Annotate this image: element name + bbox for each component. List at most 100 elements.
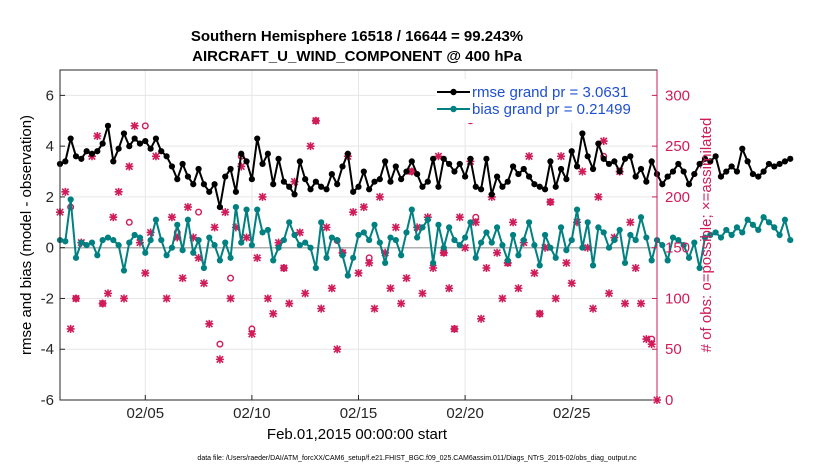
bias-point (765, 219, 773, 226)
bias-line (59, 198, 792, 277)
plot-area (56, 69, 794, 404)
rmse-point (515, 170, 522, 178)
bias-point (669, 234, 677, 241)
rmse-point (376, 176, 383, 183)
obs-assimilated-point (498, 294, 507, 303)
left-y-tick-label: 0 (46, 240, 54, 257)
bias-point (467, 219, 474, 226)
bias-point (547, 244, 554, 251)
chart-title-line1: Southern Hemisphere 16518 / 16644 = 99.2… (191, 28, 523, 45)
chart-title-line2: AIRCRAFT_U_WIND_COMPONENT @ 400 hPa (192, 48, 522, 65)
rmse-point (675, 160, 682, 168)
rmse-point (302, 176, 309, 183)
rmse-point (691, 170, 698, 178)
obs-assimilated-point (210, 223, 219, 232)
rmse-point (419, 183, 426, 190)
obs-assimilated-point (567, 279, 576, 288)
rmse-point (163, 153, 170, 160)
obs-assimilated-point (637, 299, 646, 308)
bias-point (499, 242, 506, 249)
left-y-tick-label: 2 (46, 189, 54, 206)
bias-point (280, 236, 287, 244)
obs-assimilated-point (98, 299, 107, 308)
rmse-point (547, 158, 554, 165)
rmse-point (387, 178, 394, 185)
rmse-point (664, 173, 671, 180)
obs-assimilated-point (114, 187, 123, 196)
x-tick-label: 02/10 (233, 405, 271, 422)
rmse-point (477, 186, 485, 193)
rmse-point (104, 122, 112, 129)
bias-point (611, 236, 618, 244)
bias-point (648, 257, 655, 264)
rmse-point (573, 163, 581, 170)
bias-point (371, 221, 378, 228)
rmse-point (392, 163, 399, 170)
rmse-point (227, 165, 234, 173)
bias-point (536, 262, 543, 269)
rmse-point (611, 158, 618, 165)
rmse-point (216, 203, 224, 211)
obs-assimilated-point (402, 274, 411, 283)
y-axis-label-left: rmse and bias (model - observation) (18, 115, 35, 355)
obs-assimilated-point (551, 294, 560, 303)
obs-assimilated-point (173, 233, 182, 242)
rmse-point (541, 186, 549, 193)
bias-point (131, 231, 138, 239)
obs-possible-point (227, 274, 235, 282)
obs-assimilated-point (589, 304, 598, 313)
rmse-point (339, 163, 346, 170)
rmse-point (275, 155, 282, 162)
bias-point (446, 224, 453, 231)
bias-point (302, 239, 309, 246)
bias-point (206, 234, 213, 241)
bias-point (286, 219, 293, 226)
rmse-point (440, 155, 447, 162)
obs-assimilated-point (391, 223, 400, 232)
rmse-point (312, 178, 319, 185)
bias-point (760, 214, 767, 221)
bias-point (589, 262, 597, 269)
rmse-point (659, 181, 666, 188)
rmse-point (414, 170, 421, 178)
rmse-point (83, 148, 90, 155)
bias-point (94, 252, 101, 259)
obs-assimilated-point (439, 248, 448, 257)
obs-assimilated-point (509, 218, 518, 227)
bias-point (595, 224, 602, 231)
left-y-tick-label: 6 (46, 87, 54, 104)
obs-assimilated-point (631, 264, 640, 272)
bias-point (739, 229, 746, 236)
obs-assimilated-point (578, 167, 587, 176)
rmse-point (206, 188, 213, 195)
bias-point (366, 236, 373, 244)
rmse-point (701, 155, 709, 162)
rmse-point (184, 173, 192, 180)
rmse-point (248, 176, 255, 183)
rmse-point (531, 181, 538, 188)
rmse-point (712, 153, 719, 160)
left-y-tick-label: 4 (46, 138, 54, 155)
bias-point (472, 254, 479, 261)
obs-assimilated-point (557, 152, 566, 161)
rmse-point (424, 178, 431, 185)
obs-assimilated-point (434, 152, 443, 161)
obs-assimilated-point (226, 294, 235, 303)
rmse-point (717, 173, 725, 180)
rmse-point (462, 173, 469, 180)
x-tick-label: 02/25 (553, 405, 591, 422)
bias-point (344, 272, 351, 279)
bias-point (557, 224, 565, 231)
right-y-tick-label: 250 (665, 138, 690, 155)
rmse-point (110, 158, 117, 165)
bias-point (72, 254, 80, 261)
bias-point (462, 234, 469, 241)
bias-point (787, 236, 794, 244)
bias-point (174, 221, 181, 228)
rmse-point (616, 168, 623, 175)
bias-point (232, 203, 240, 211)
bias-point (296, 242, 303, 249)
obs-assimilated-point (301, 289, 310, 298)
bias-point (440, 244, 447, 251)
obs-assimilated-point (530, 269, 539, 278)
